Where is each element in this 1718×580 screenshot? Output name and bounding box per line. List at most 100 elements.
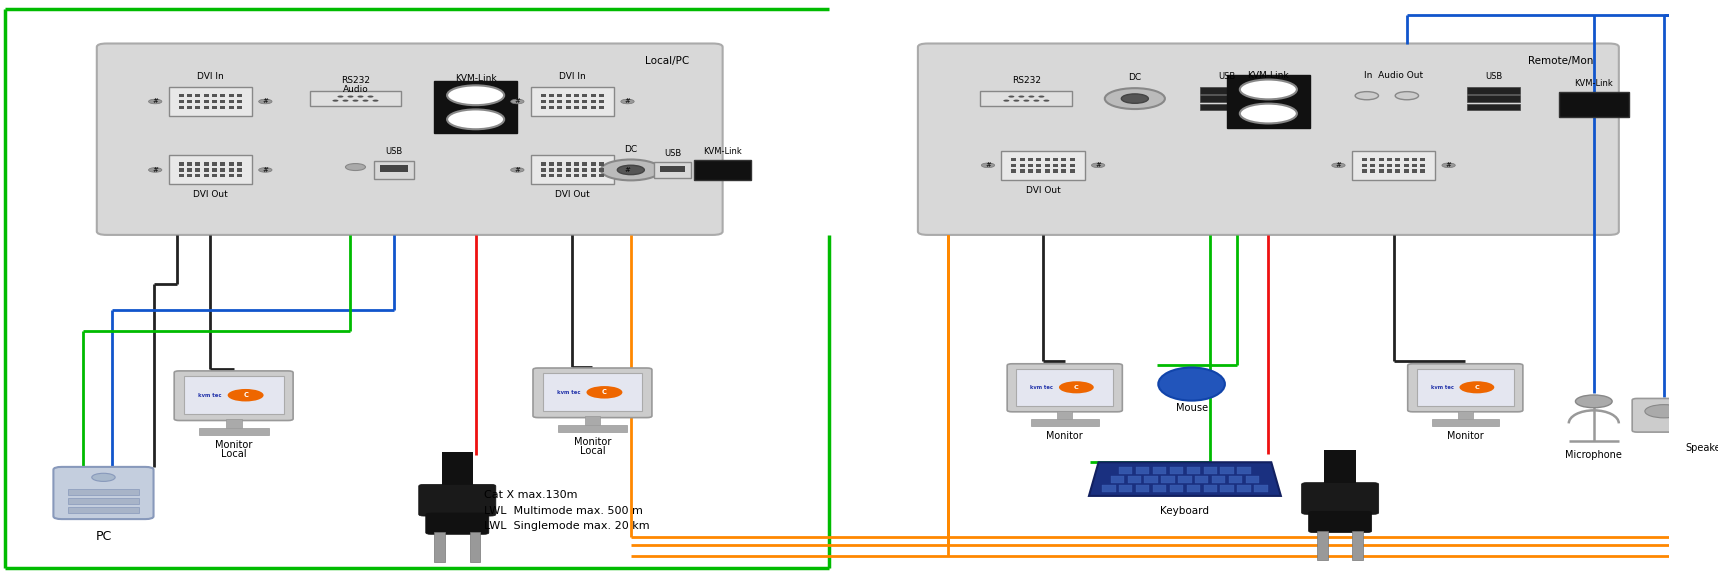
Bar [179,100,184,103]
Bar [196,174,201,177]
Bar [1153,467,1167,474]
Bar [558,425,627,432]
Text: #: # [1094,162,1101,168]
Bar [1045,169,1050,173]
Bar [220,106,225,109]
Circle shape [620,168,634,172]
Bar [565,162,570,166]
Bar [1036,158,1041,161]
Text: #: # [514,99,521,104]
Circle shape [1008,96,1014,97]
Circle shape [1122,94,1148,103]
Bar [1053,158,1058,161]
Bar [582,106,588,109]
Bar [1144,476,1158,483]
Bar [565,106,570,109]
Bar [228,168,234,172]
Text: #: # [625,167,631,173]
FancyBboxPatch shape [533,368,651,418]
Polygon shape [1089,462,1282,496]
Ellipse shape [1158,368,1225,401]
Circle shape [91,473,115,481]
FancyBboxPatch shape [53,467,153,519]
Bar [380,165,407,172]
Text: Audio: Audio [342,85,368,94]
Circle shape [1003,100,1010,101]
Circle shape [344,95,368,103]
Bar [600,100,605,103]
Bar [1012,164,1017,167]
Bar [557,162,562,166]
Bar [1421,164,1426,167]
Text: #: # [1445,162,1452,168]
Bar [1457,411,1472,419]
Circle shape [1644,405,1684,418]
Bar [1404,169,1409,173]
Circle shape [352,100,359,101]
Bar [1237,485,1251,492]
Bar [1421,169,1426,173]
Text: USB: USB [1484,72,1502,81]
Bar [1228,476,1242,483]
Circle shape [1395,92,1419,100]
Bar [168,155,253,184]
Bar [179,94,184,97]
Bar [1057,411,1072,419]
Bar [211,106,216,109]
Text: USB: USB [663,148,682,158]
Circle shape [362,100,368,101]
Bar [1127,476,1141,483]
Text: kvm tec: kvm tec [557,390,581,395]
Bar [550,106,555,109]
Bar [1371,169,1374,173]
Circle shape [1034,100,1039,101]
Bar [1031,419,1098,426]
Circle shape [345,164,366,171]
Bar [1136,485,1149,492]
Bar [981,91,1072,106]
Bar [1227,75,1309,128]
Circle shape [1105,88,1165,109]
Bar [179,106,184,109]
Bar [1467,103,1520,110]
Circle shape [981,163,995,168]
Text: KVM-Link: KVM-Link [455,74,497,83]
Circle shape [510,99,524,104]
Bar [1211,476,1225,483]
Text: #: # [153,99,158,104]
Bar [220,168,225,172]
Bar [187,168,192,172]
Bar [1467,87,1520,93]
Text: Microphone: Microphone [1565,450,1622,460]
Bar [541,106,546,109]
Bar [541,168,546,172]
Bar [565,168,570,172]
Bar [1136,467,1149,474]
FancyBboxPatch shape [419,484,497,516]
Bar [543,374,643,411]
Bar [557,94,562,97]
Bar [591,162,596,166]
Bar [582,94,588,97]
Bar [69,498,139,504]
Circle shape [148,99,161,104]
Text: Speaker: Speaker [1685,443,1718,452]
Circle shape [148,168,161,172]
Bar [1020,169,1024,173]
Bar [1070,169,1075,173]
Bar [565,100,570,103]
Bar [591,168,596,172]
FancyBboxPatch shape [426,513,490,534]
Bar [1053,169,1058,173]
Bar [1467,95,1520,102]
Bar [237,100,242,103]
Bar [187,106,192,109]
Bar [1371,158,1374,161]
Circle shape [1038,96,1045,97]
Bar [228,162,234,166]
Bar [574,100,579,103]
Text: KVM-Link: KVM-Link [1574,79,1613,88]
Bar [600,106,605,109]
Circle shape [1356,92,1378,100]
Text: Keyboard: Keyboard [1160,506,1209,516]
